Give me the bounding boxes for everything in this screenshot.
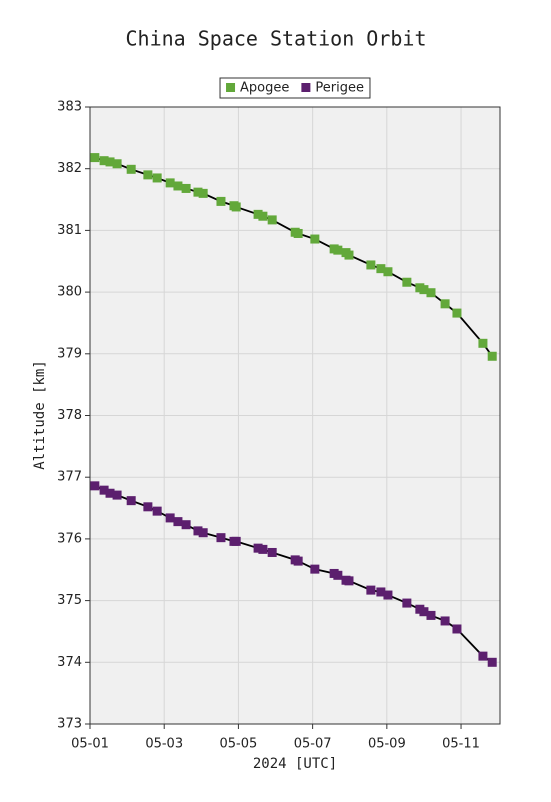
y-tick-label: 374: [57, 655, 82, 670]
legend-marker: [301, 83, 311, 92]
y-tick-label: 376: [57, 531, 82, 546]
point-marker: [402, 277, 412, 287]
point-marker: [310, 564, 320, 574]
point-marker: [376, 587, 386, 597]
y-tick-label: 380: [57, 285, 82, 300]
point-marker: [165, 178, 175, 188]
legend-label: Perigee: [315, 81, 364, 96]
point-marker: [143, 170, 153, 180]
x-tick-label: 05-01: [71, 737, 109, 752]
point-marker: [478, 338, 488, 348]
point-marker: [126, 164, 136, 174]
legend-label: Apogee: [240, 81, 289, 96]
point-marker: [105, 488, 115, 498]
point-marker: [90, 481, 100, 491]
point-marker: [143, 502, 153, 512]
point-marker: [293, 228, 303, 238]
point-marker: [293, 556, 303, 566]
point-marker: [452, 624, 462, 634]
point-marker: [198, 528, 208, 538]
x-tick-label: 05-07: [294, 737, 332, 752]
point-marker: [487, 351, 497, 361]
point-marker: [216, 533, 226, 543]
point-marker: [198, 188, 208, 198]
point-marker: [193, 526, 203, 536]
x-axis-label: 2024 [UTC]: [253, 756, 337, 772]
point-marker: [90, 153, 100, 163]
point-marker: [487, 657, 497, 667]
point-marker: [112, 490, 122, 500]
point-marker: [165, 513, 175, 523]
plot-frame: [89, 106, 501, 725]
y-tick-label: 383: [57, 100, 82, 115]
point-marker: [99, 156, 109, 166]
point-marker: [344, 250, 354, 260]
x-tick-label: 05-09: [368, 737, 406, 752]
point-marker: [366, 260, 376, 270]
point-marker: [366, 585, 376, 595]
point-marker: [152, 173, 162, 183]
point-marker: [152, 506, 162, 516]
point-marker: [419, 285, 429, 295]
point-marker: [105, 157, 115, 167]
point-marker: [112, 159, 122, 169]
point-marker: [181, 520, 191, 530]
point-marker: [333, 245, 343, 255]
legend: Apogee Perigee: [219, 77, 371, 99]
x-tick-label: 05-11: [442, 737, 480, 752]
y-tick-label: 373: [57, 717, 82, 732]
point-marker: [253, 209, 263, 219]
y-tick-label: 377: [57, 470, 82, 485]
legend-box: [219, 77, 371, 99]
point-marker: [383, 590, 393, 600]
point-marker: [258, 211, 268, 221]
y-tick-label: 381: [57, 223, 82, 238]
point-marker: [419, 607, 429, 617]
point-marker: [376, 264, 386, 274]
point-marker: [333, 570, 343, 580]
point-marker: [440, 616, 450, 626]
y-tick-label: 382: [57, 161, 82, 176]
point-marker: [383, 267, 393, 277]
point-marker: [452, 308, 462, 318]
point-marker: [126, 496, 136, 506]
x-tick-label: 05-03: [145, 737, 183, 752]
legend-marker: [226, 83, 236, 92]
y-tick-label: 378: [57, 408, 82, 423]
point-marker: [216, 196, 226, 206]
point-marker: [440, 299, 450, 309]
y-axis-label: Altitude [km]: [32, 360, 48, 470]
y-tick-label: 375: [57, 593, 82, 608]
y-tick-label: 379: [57, 346, 82, 361]
point-marker: [99, 485, 109, 495]
point-marker: [426, 610, 436, 620]
point-marker: [267, 547, 277, 557]
point-marker: [426, 288, 436, 298]
point-marker: [402, 598, 412, 608]
point-marker: [181, 183, 191, 193]
point-marker: [231, 536, 241, 546]
chart-title: China Space Station Orbit: [125, 27, 426, 51]
point-marker: [193, 187, 203, 197]
point-marker: [173, 181, 183, 191]
point-marker: [253, 543, 263, 553]
point-marker: [310, 234, 320, 244]
point-marker: [478, 651, 488, 661]
point-marker: [231, 202, 241, 212]
point-marker: [173, 517, 183, 527]
point-marker: [267, 215, 277, 225]
x-tick-label: 05-05: [220, 737, 258, 752]
point-marker: [258, 544, 268, 554]
point-marker: [344, 576, 354, 586]
